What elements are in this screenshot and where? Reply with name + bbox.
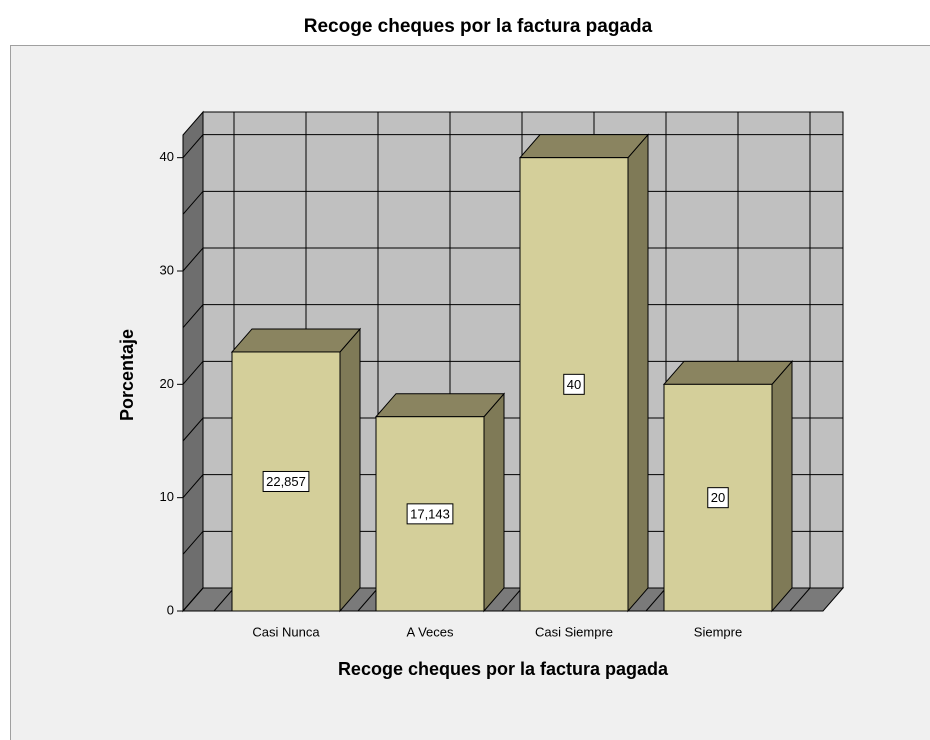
bar-side [339,327,361,613]
floor-grid [645,587,667,612]
bar-side [771,359,793,613]
floor-grid [501,587,523,612]
y-tick-label: 40 [160,149,174,164]
y-tick-label: 20 [160,376,174,391]
floor-grid [789,587,811,612]
bar-top [230,328,362,353]
x-tick-label: Casi Siempre [535,624,613,639]
floor-grid [213,587,235,612]
value-label-box [563,373,585,395]
x-tick-label: Siempre [694,624,742,639]
bar-top [518,134,650,159]
x-tick-label: Casi Nunca [252,624,320,639]
value-label-box [262,470,310,492]
value-label: 40 [567,377,581,392]
bar-top [374,393,506,418]
y-tick-label: 10 [160,489,174,504]
value-label: 22,857 [266,474,306,489]
floor-grid [357,587,379,612]
chart-title: Recoge cheques por la factura pagada [304,16,653,37]
value-label: 17,143 [410,506,450,521]
value-label: 20 [711,490,725,505]
x-tick-label: A Veces [407,624,454,639]
bar-side [483,392,505,613]
y-tick-label: 0 [167,602,174,617]
x-axis-title: Recoge cheques por la factura pagada [338,659,669,679]
value-label-box [406,503,454,525]
y-axis-title: Porcentaje [117,329,137,421]
left-wall [182,110,204,613]
bar-side [627,133,649,613]
y-tick-label: 30 [160,262,174,277]
value-label-box [707,487,729,509]
bar-top [662,360,794,385]
